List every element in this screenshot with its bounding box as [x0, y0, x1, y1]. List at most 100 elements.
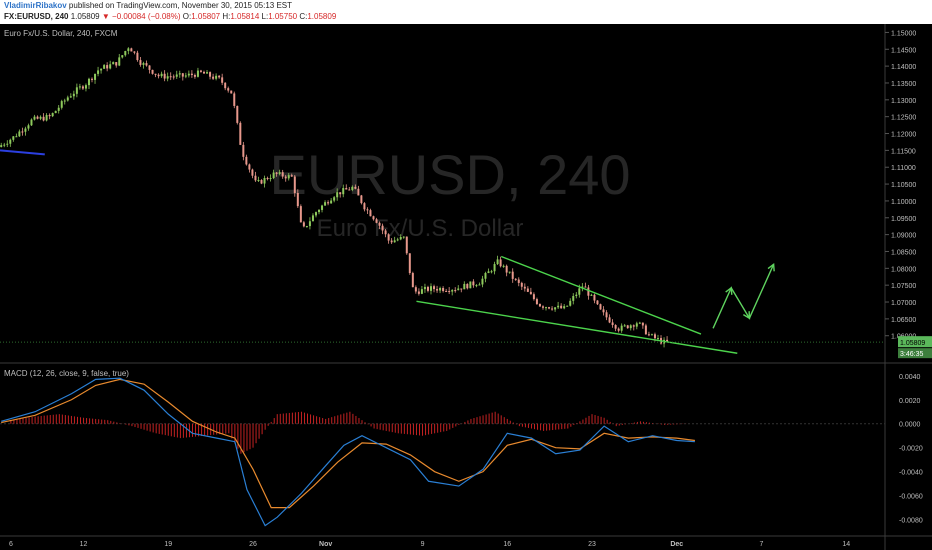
candle-down: [115, 62, 118, 66]
candle-up: [314, 212, 317, 216]
price-pane-title: Euro Fx/U.S. Dollar, 240, FXCM: [4, 29, 118, 38]
macd-tick-label: 0.0020: [899, 398, 921, 405]
watermark-symbol: EURUSD, 240: [269, 143, 630, 206]
candle-up: [124, 51, 127, 56]
candle-down: [148, 65, 151, 70]
low-label: L:: [261, 12, 269, 21]
macd-pane-title: MACD (12, 26, close, 9, false, true): [4, 369, 129, 378]
change-value: −0.00084 (−0.08%): [112, 12, 181, 21]
candle-up: [72, 93, 75, 97]
candle-up: [402, 236, 405, 238]
candle-down: [151, 69, 154, 74]
candle-up: [27, 125, 30, 129]
candle-up: [97, 70, 100, 74]
candle-down: [499, 259, 502, 267]
time-tick-label: 26: [249, 541, 257, 548]
price-tick-label: 1.11500: [891, 148, 916, 155]
candle-down: [523, 286, 526, 289]
candle-down: [605, 312, 608, 318]
candle-up: [175, 74, 178, 77]
candle-up: [333, 197, 336, 201]
candle-up: [324, 202, 327, 206]
price-tick-label: 1.11000: [891, 165, 916, 172]
time-tick-label: 16: [503, 541, 511, 548]
candle-up: [63, 100, 66, 102]
candle-up: [257, 180, 260, 182]
candle-down: [233, 93, 236, 106]
author-link[interactable]: VladimirRibakov: [4, 1, 67, 10]
candle-up: [54, 110, 57, 114]
candle-up: [51, 113, 54, 117]
macd-tick-label: -0.0080: [899, 518, 923, 525]
candle-up: [3, 144, 6, 146]
candle-down: [666, 339, 669, 342]
candle-up: [475, 285, 478, 287]
candle-down: [454, 290, 457, 292]
lower-trendline[interactable]: [416, 300, 738, 354]
arrow-head-icon: [767, 262, 775, 272]
chart-area[interactable]: EURUSD, 240 Euro Fx/U.S. Dollar 1.15000 1.1…: [0, 24, 932, 550]
candle-down: [378, 222, 381, 226]
candle-up: [656, 338, 659, 340]
candle-up: [575, 294, 578, 297]
candle-up: [118, 57, 121, 66]
candle-up: [127, 48, 130, 52]
candle-down: [339, 192, 342, 195]
candle-up: [623, 325, 626, 327]
candle-up: [9, 139, 12, 144]
candle-up: [620, 325, 623, 331]
candle-up: [33, 116, 36, 120]
candle-down: [260, 180, 263, 184]
candle-down: [532, 294, 535, 300]
candle-down: [136, 52, 139, 61]
candle-up: [178, 73, 181, 75]
watermark-name: Euro Fx/U.S. Dollar: [317, 215, 524, 242]
candle-up: [484, 273, 487, 279]
candle-down: [209, 72, 212, 77]
candle-down: [284, 176, 287, 179]
candle-down: [372, 216, 375, 220]
candle-down: [275, 172, 278, 174]
candle-down: [163, 73, 166, 79]
candle-down: [360, 195, 363, 204]
candle-up: [351, 186, 354, 190]
candle-down: [384, 230, 387, 235]
price-tick-label: 1.07000: [891, 300, 916, 307]
price-tick-label: 1.08000: [891, 266, 916, 273]
candle-down: [560, 305, 563, 309]
candle-down: [218, 75, 221, 78]
candle-up: [590, 294, 593, 296]
arrow-head-icon: [725, 286, 733, 295]
candle-up: [121, 55, 124, 58]
candle-up: [84, 85, 87, 89]
candle-up: [457, 288, 460, 291]
projection-path[interactable]: [712, 263, 775, 329]
candle-up: [39, 116, 42, 119]
candle-up: [508, 271, 511, 273]
publish-header: VladimirRibakov published on TradingView…: [0, 0, 932, 24]
candle-up: [554, 307, 557, 310]
candle-down: [587, 287, 590, 296]
candle-up: [469, 281, 472, 289]
candle-up: [650, 334, 653, 336]
macd-tick-label: 0.0000: [899, 422, 921, 429]
candle-down: [230, 90, 233, 94]
symbol-label[interactable]: FX:EURUSD, 240: [4, 12, 69, 21]
candle-up: [563, 306, 566, 309]
candle-up: [635, 323, 638, 327]
price-tick-label: 1.07500: [891, 283, 916, 290]
candle-down: [505, 265, 508, 273]
candle-up: [493, 264, 496, 272]
candle-down: [426, 286, 429, 291]
upper-trendline[interactable]: [500, 255, 702, 335]
candle-up: [45, 115, 48, 121]
candle-down: [653, 334, 656, 339]
macd-tick-label: -0.0020: [899, 446, 923, 453]
price-tick-label: 1.15000: [891, 30, 916, 37]
candle-down: [387, 234, 390, 241]
candle-up: [24, 128, 27, 132]
blue-level-line[interactable]: [0, 149, 45, 156]
candle-down: [466, 283, 469, 289]
candle-down: [145, 63, 148, 66]
candle-down: [551, 308, 554, 310]
